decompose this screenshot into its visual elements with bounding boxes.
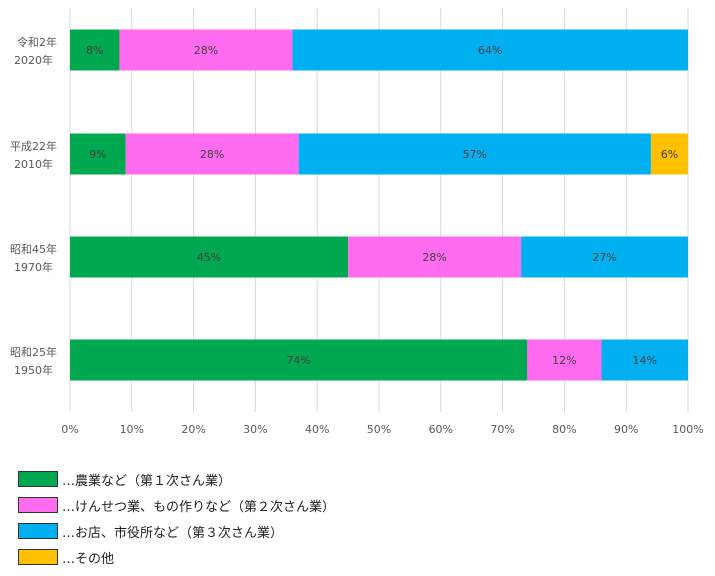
legend-label-tertiary: …お店、市役所など（第３次さん業）	[62, 525, 284, 541]
x-tick-label-50: 50%	[367, 423, 391, 436]
category-label-era-3: 昭和25年	[10, 345, 57, 359]
bar-primary-0	[70, 29, 120, 71]
data-label-other-1: 6%	[661, 148, 678, 161]
legend-item-primary: …農業など（第１次さん業）	[18, 466, 335, 492]
legend-swatch-secondary	[18, 497, 58, 513]
bar-secondary-0	[119, 29, 293, 71]
legend-item-secondary: …けんせつ業、もの作りなど（第２次さん業）	[18, 492, 335, 518]
data-label-primary-2: 45%	[197, 251, 221, 264]
category-label-era-1: 平成22年	[10, 139, 57, 153]
data-label-primary-1: 9%	[89, 148, 106, 161]
legend-swatch-primary	[18, 471, 58, 487]
legend-swatch-tertiary	[18, 523, 58, 539]
bar-primary-1	[70, 133, 126, 175]
legend-swatch-other	[18, 549, 58, 565]
x-tick-label-20: 20%	[181, 423, 205, 436]
bar-secondary-3	[527, 339, 602, 381]
stacked-bar-chart: 0% 10% 20% 30% 40% 50% 60% 70% 80% 90% 100% 令和2年 202…	[10, 8, 704, 436]
bar-primary-3	[70, 339, 528, 381]
category-label-era-0: 令和2年	[17, 35, 57, 49]
bar-tertiary-2	[521, 236, 688, 278]
x-tick-label-0: 0%	[61, 423, 78, 436]
legend: …農業など（第１次さん業） …けんせつ業、もの作りなど（第２次さん業） …お店、…	[18, 466, 335, 570]
category-label-year-0: 2020年	[14, 53, 53, 67]
data-label-tertiary-3: 14%	[633, 354, 657, 367]
category-label-year-1: 2010年	[14, 157, 53, 171]
data-label-secondary-3: 12%	[552, 354, 576, 367]
x-tick-label-70: 70%	[490, 423, 514, 436]
category-label-era-2: 昭和45年	[10, 242, 57, 256]
bar-tertiary-3	[601, 339, 688, 381]
data-label-secondary-2: 28%	[422, 251, 446, 264]
data-label-secondary-1: 28%	[200, 148, 224, 161]
x-tick-label-60: 60%	[429, 423, 453, 436]
bar-secondary-1	[125, 133, 299, 175]
bar-other-1	[650, 133, 688, 175]
bar-tertiary-1	[298, 133, 651, 175]
x-tick-label-90: 90%	[614, 423, 638, 436]
bar-secondary-2	[348, 236, 522, 278]
bar-primary-2	[70, 236, 349, 278]
x-tick-label-30: 30%	[243, 423, 267, 436]
legend-item-other: …その他	[18, 544, 335, 570]
legend-label-secondary: …けんせつ業、もの作りなど（第２次さん業）	[62, 499, 336, 515]
legend-label-other: …その他	[62, 551, 115, 567]
legend-item-tertiary: …お店、市役所など（第３次さん業）	[18, 518, 335, 544]
x-tick-label-100: 100%	[672, 423, 703, 436]
data-label-tertiary-2: 27%	[592, 251, 616, 264]
x-tick-label-40: 40%	[305, 423, 329, 436]
category-label-year-2: 1970年	[14, 260, 53, 274]
bar-tertiary-0	[292, 29, 688, 71]
x-tick-label-10: 10%	[120, 423, 144, 436]
x-tick-label-80: 80%	[552, 423, 576, 436]
data-label-primary-0: 8%	[86, 44, 103, 57]
data-label-primary-3: 74%	[286, 354, 310, 367]
legend-label-primary: …農業など（第１次さん業）	[62, 473, 232, 489]
data-label-tertiary-0: 64%	[478, 44, 502, 57]
data-label-tertiary-1: 57%	[463, 148, 487, 161]
category-label-year-3: 1950年	[14, 363, 53, 377]
data-label-secondary-0: 28%	[194, 44, 218, 57]
